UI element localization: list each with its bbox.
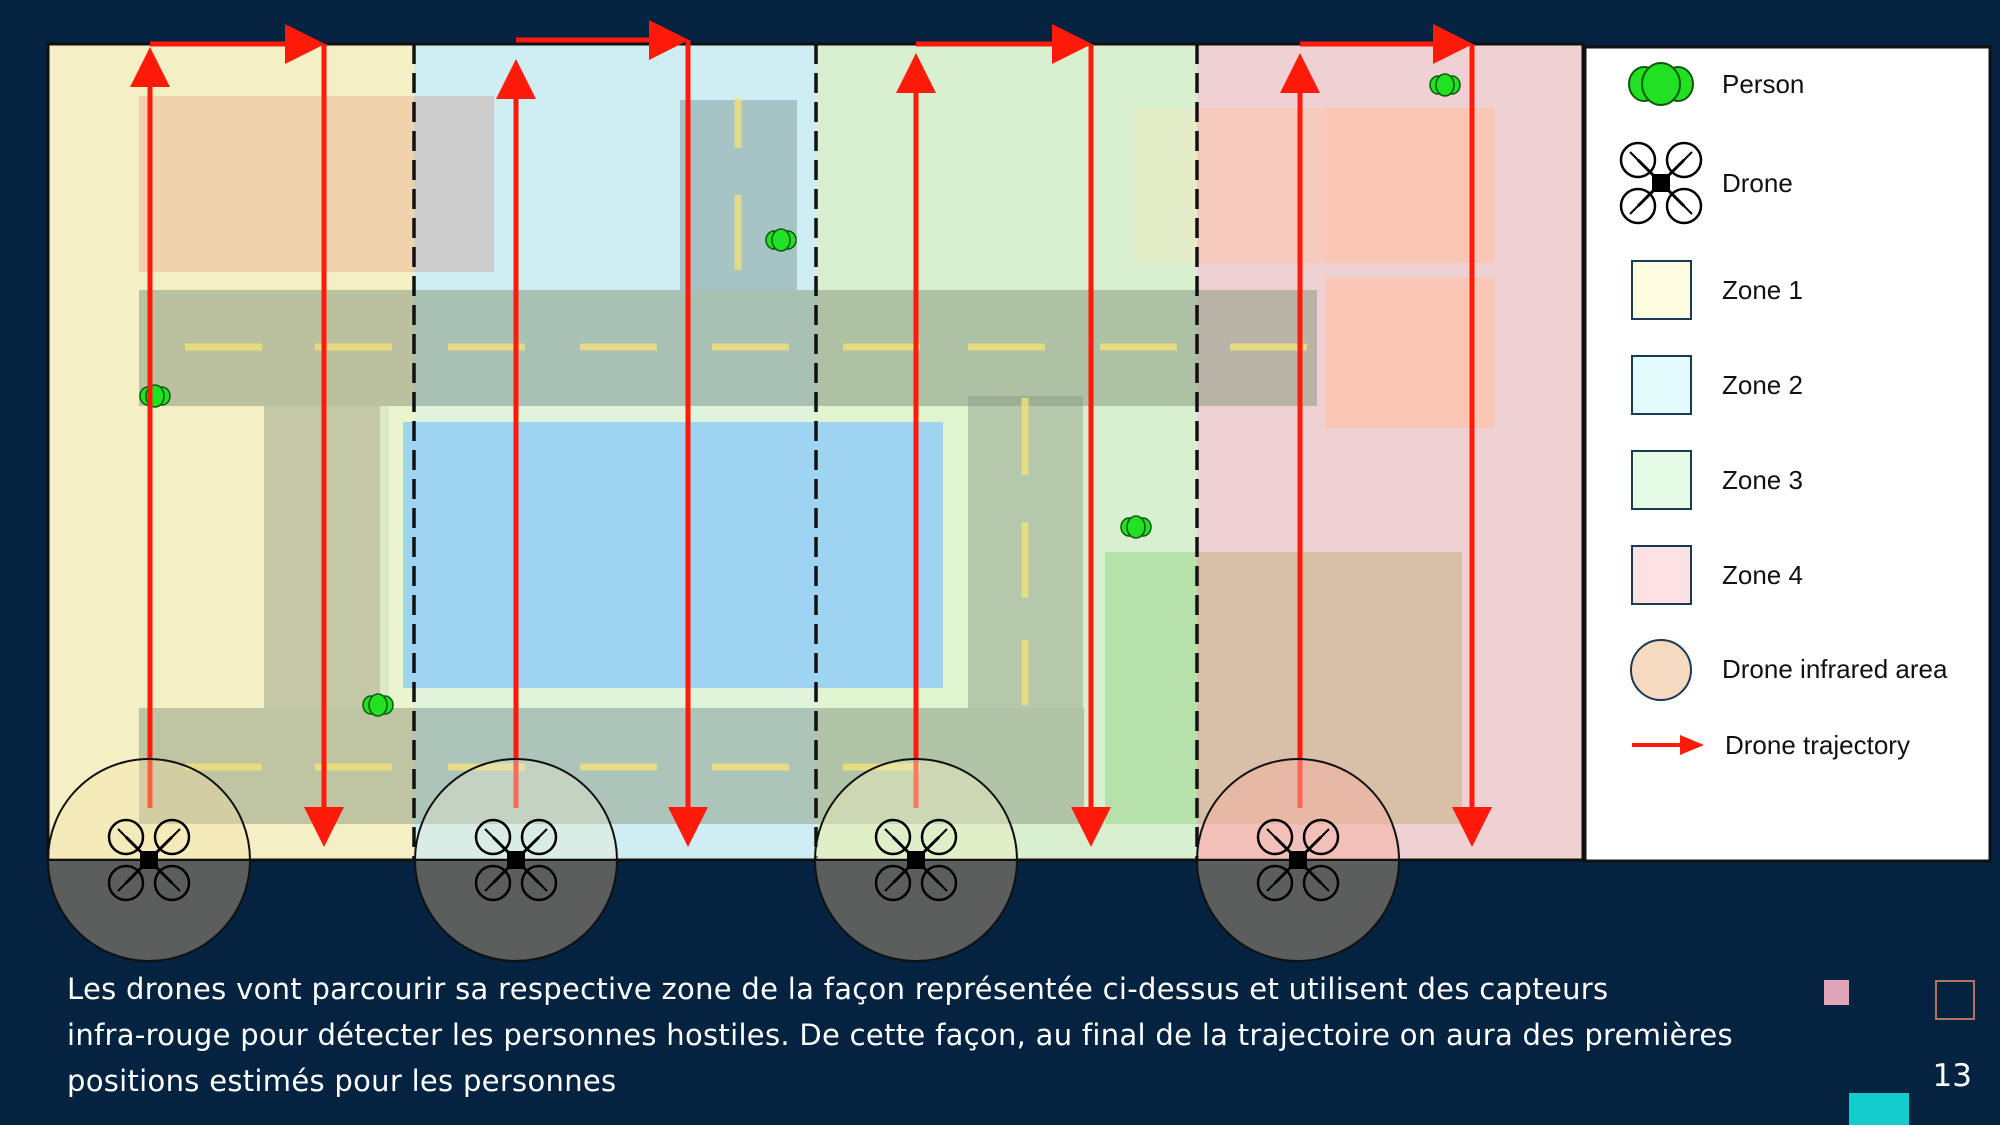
legend-item-zone-2: Zone 2 — [1631, 355, 1803, 415]
legend: Person Drone Zone 1 Zone 2 Zone 3 Zone 4… — [1583, 45, 1992, 863]
drone-1 — [46, 758, 252, 962]
building — [1325, 108, 1495, 263]
legend-item-zone-4: Zone 4 — [1631, 545, 1803, 605]
caption-line: positions estimés pour les personnes — [67, 1064, 617, 1098]
drone-2 — [413, 758, 619, 962]
person-icon — [1628, 62, 1694, 106]
building — [1325, 278, 1495, 428]
zone-dividers — [412, 44, 1199, 860]
page-number: 13 — [1932, 1058, 1972, 1094]
infrared-area — [1195, 859, 1401, 962]
legend-item-drone: Drone — [1619, 141, 1793, 225]
person-icon — [139, 384, 171, 408]
legend-item-trajectory: Drone trajectory — [1632, 730, 1910, 760]
caption-line: Les drones vont parcourir sa respective … — [67, 972, 1609, 1006]
decorative-square-pink — [1824, 980, 1849, 1005]
legend-label: Drone — [1722, 168, 1793, 198]
decorative-square-outline — [1935, 980, 1975, 1020]
person-icon — [765, 228, 797, 252]
infrared-area — [46, 859, 252, 962]
legend-label: Zone 4 — [1722, 560, 1803, 590]
person-icon — [362, 693, 394, 717]
legend-item-zone-1: Zone 1 — [1631, 260, 1803, 320]
person-icon — [1120, 515, 1152, 539]
infrared-area — [413, 859, 619, 962]
drone-trajectories — [130, 20, 1492, 847]
legend-label: Person — [1722, 69, 1804, 99]
green-area — [1105, 552, 1197, 824]
legend-item-zone-3: Zone 3 — [1631, 450, 1803, 510]
drone-4 — [1195, 758, 1401, 962]
building — [1135, 108, 1197, 263]
road-markings — [185, 98, 1307, 771]
building — [414, 96, 494, 272]
legend-label: Zone 3 — [1722, 465, 1803, 495]
zone-swatch — [1631, 450, 1692, 510]
legend-item-person: Person — [1628, 62, 1804, 106]
drones — [46, 758, 1401, 962]
zone-swatch — [1631, 355, 1692, 415]
caption-line: infra-rouge pour détecter les personnes … — [67, 1018, 1733, 1052]
drone-3 — [813, 758, 1019, 962]
legend-label: Drone infrared area — [1722, 654, 1948, 684]
infrared-area — [813, 859, 1019, 962]
legend-label: Zone 1 — [1722, 275, 1803, 305]
slide-caption: Les drones vont parcourir sa respective … — [67, 966, 1827, 1104]
zone-swatch — [1631, 545, 1692, 605]
person-icon — [1429, 73, 1461, 97]
water-pool — [403, 422, 943, 688]
building — [1197, 108, 1325, 263]
legend-label: Drone trajectory — [1725, 730, 1910, 760]
legend-item-infrared: Drone infrared area — [1630, 639, 1948, 701]
infrared-area-swatch — [1630, 639, 1692, 701]
decorative-block-cyan — [1849, 1093, 1909, 1125]
trajectory-arrow-icon — [1680, 735, 1704, 755]
zone-swatch — [1631, 260, 1692, 320]
legend-label: Zone 2 — [1722, 370, 1803, 400]
building — [139, 96, 414, 272]
